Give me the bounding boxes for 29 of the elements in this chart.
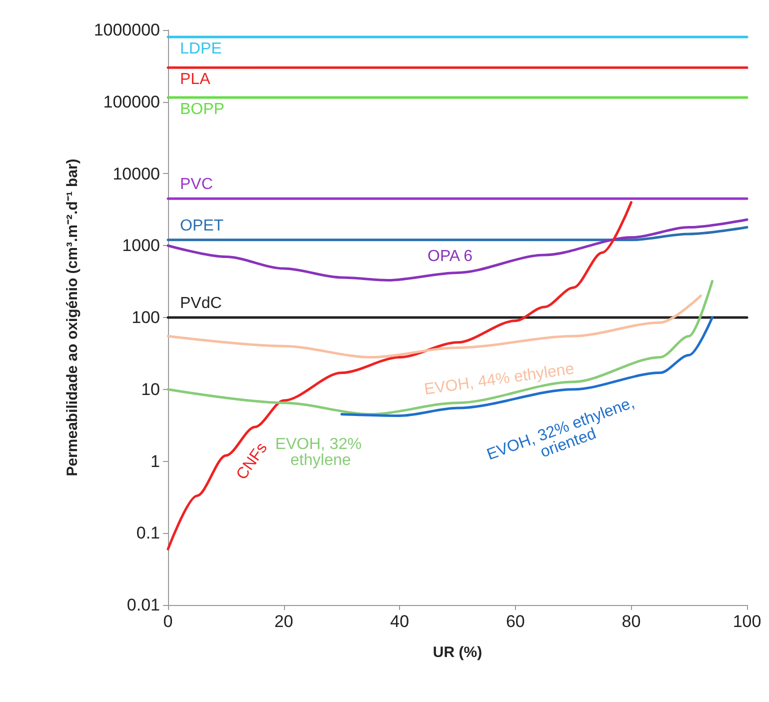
y-tick-label: 0.01 [126, 596, 160, 614]
x-tick-label: 60 [506, 612, 525, 631]
x-tick-label: 40 [390, 612, 410, 631]
x-axis-title: UR (%) [432, 644, 482, 661]
line-series [166, 201, 632, 550]
line-series [166, 218, 748, 282]
y-tick-label: 100000 [103, 92, 160, 112]
x-tick-label: 20 [274, 612, 294, 631]
series-label: PVC [180, 176, 213, 194]
y-tick-label: 100 [132, 308, 160, 327]
y-tick-label: 1000 [122, 236, 160, 256]
x-tick-label: 0 [163, 612, 173, 631]
series-label: LDPE [180, 40, 222, 58]
x-tick-label: 100 [732, 612, 762, 631]
y-tick-label: 1000000 [94, 20, 160, 40]
series-label: OPA 6 [428, 248, 473, 266]
series-label: PVdC [180, 295, 222, 312]
y-tick-label: 10 [141, 380, 160, 399]
y-tick-label: 1 [150, 452, 160, 471]
series-label: EVOH, 32% ethylene [275, 436, 366, 469]
series-label: OPET [180, 217, 224, 234]
y-tick-label: 10000 [112, 164, 160, 184]
series-label: PLA [180, 71, 211, 88]
y-axis-title: Permeabilidade ao oxigénio (cm³.m⁻².d⁻¹ bar) [64, 158, 81, 476]
x-tick-label: 80 [622, 612, 641, 631]
line-series [166, 294, 702, 358]
y-tick-label: 0.1 [136, 524, 160, 543]
text: EVOH, 44% ethylene [423, 360, 576, 398]
series-label: BOPP [180, 101, 224, 118]
